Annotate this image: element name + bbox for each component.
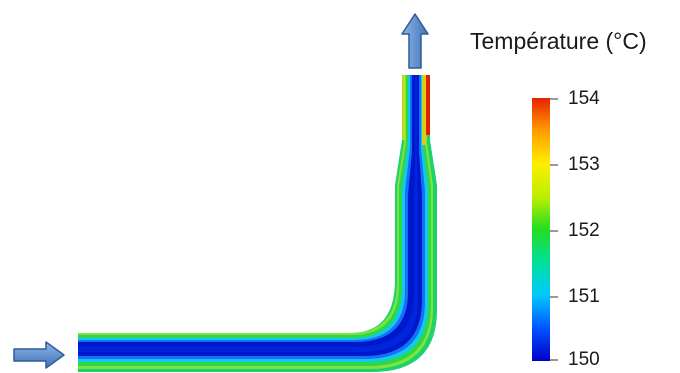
colorbar: [532, 98, 558, 361]
legend-title: Température (°C): [470, 28, 647, 54]
pipe-temperature-field: [78, 75, 437, 372]
pipe-band-cyan: [78, 75, 428, 362]
pipe-core-cold: [78, 75, 422, 356]
colorbar-label-152: 152: [568, 220, 600, 241]
pipe-warm-wall: [422, 75, 426, 145]
colorbar-label-151: 151: [568, 286, 600, 307]
colorbar-gradient: [532, 98, 550, 361]
right-arrow-icon: [13, 341, 65, 369]
pipe-hot-wall: [426, 75, 430, 135]
colorbar-label-153: 153: [568, 154, 600, 175]
colorbar-label-154: 154: [568, 88, 600, 109]
pipe-core-streak: [78, 75, 418, 352]
up-arrow-icon: [401, 13, 429, 69]
pipe-band-green: [78, 75, 431, 366]
colorbar-label-150: 150: [568, 349, 600, 370]
pipe-warm-wall-left: [402, 75, 405, 140]
pipe-band-lightblue: [78, 75, 425, 359]
